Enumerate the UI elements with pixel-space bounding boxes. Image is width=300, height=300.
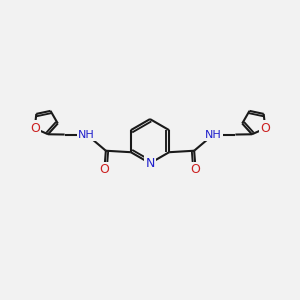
Text: O: O [191,164,201,176]
Text: N: N [145,157,155,170]
Text: O: O [260,122,270,135]
Text: NH: NH [78,130,95,140]
Text: NH: NH [205,130,222,140]
Text: O: O [99,164,109,176]
Text: O: O [30,122,40,135]
